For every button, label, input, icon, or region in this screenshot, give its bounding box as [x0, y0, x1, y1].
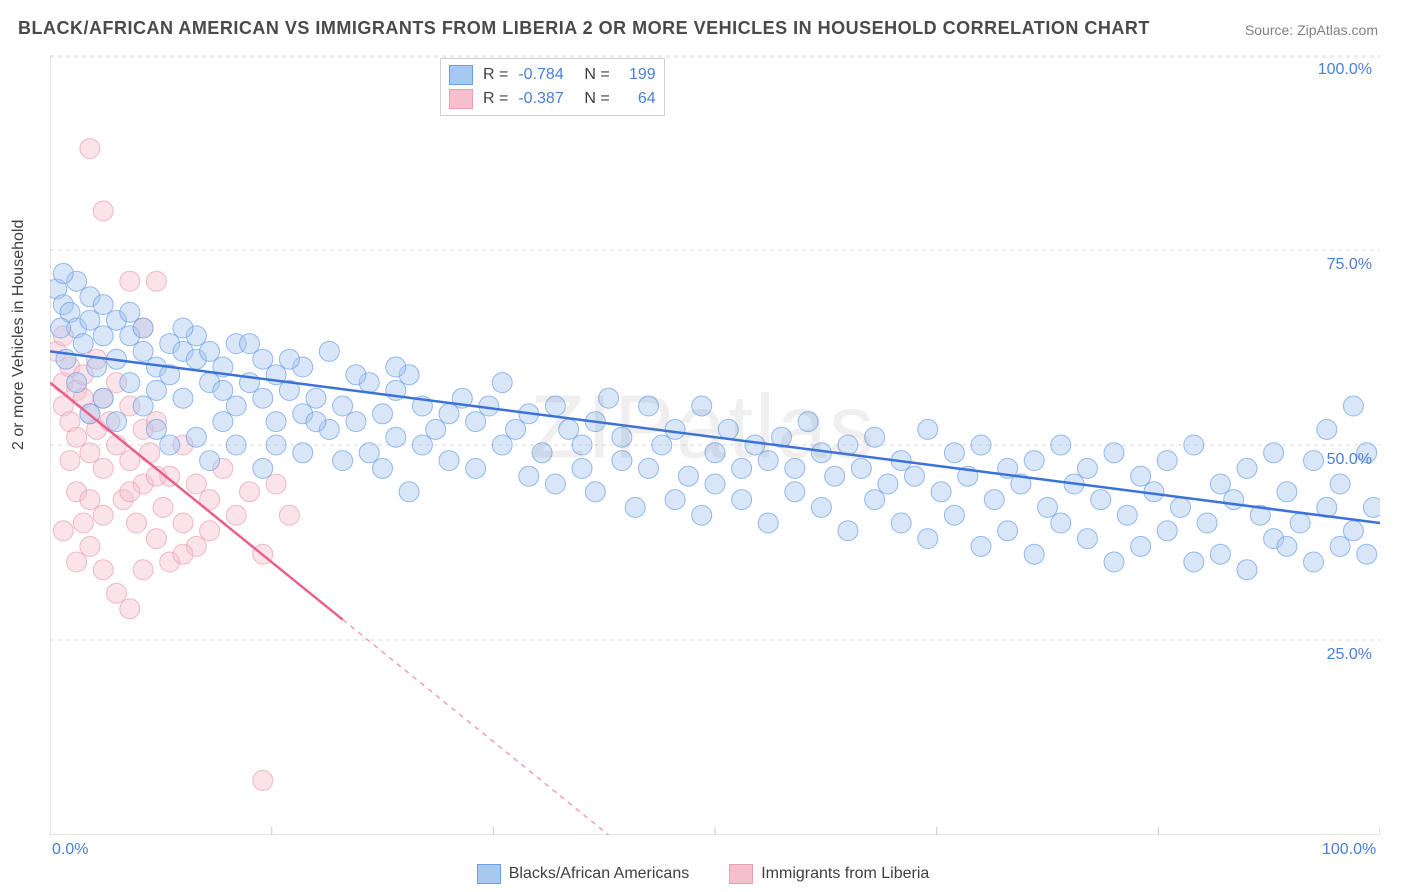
n-value: 199: [620, 66, 656, 84]
legend-row: R = -0.387 N = 64: [449, 87, 656, 111]
legend-label: Immigrants from Liberia: [761, 865, 929, 883]
legend-row: R = -0.784 N = 199: [449, 63, 656, 87]
legend-swatch: [729, 864, 753, 884]
x-tick-label: 0.0%: [52, 841, 88, 859]
chart-title: BLACK/AFRICAN AMERICAN VS IMMIGRANTS FRO…: [18, 18, 1150, 39]
correlation-legend: R = -0.784 N = 199 R = -0.387 N = 64: [440, 58, 665, 116]
r-label: R =: [483, 90, 508, 108]
legend-swatch: [477, 864, 501, 884]
scatter-plot: [50, 55, 1380, 835]
legend-label: Blacks/African Americans: [509, 865, 690, 883]
n-label: N =: [584, 90, 609, 108]
r-value: -0.387: [518, 90, 574, 108]
legend-swatch: [449, 65, 473, 85]
y-tick-label: 50.0%: [1302, 451, 1372, 469]
y-tick-label: 100.0%: [1302, 61, 1372, 79]
y-tick-label: 25.0%: [1302, 646, 1372, 664]
r-value: -0.784: [518, 66, 574, 84]
legend-item: Immigrants from Liberia: [729, 864, 929, 884]
n-label: N =: [584, 66, 609, 84]
source-label: Source: ZipAtlas.com: [1245, 22, 1378, 38]
y-axis-label: 2 or more Vehicles in Household: [10, 220, 28, 450]
y-tick-label: 75.0%: [1302, 256, 1372, 274]
r-label: R =: [483, 66, 508, 84]
legend-swatch: [449, 89, 473, 109]
x-tick-label: 100.0%: [1322, 841, 1376, 859]
n-value: 64: [620, 90, 656, 108]
legend-item: Blacks/African Americans: [477, 864, 690, 884]
series-legend: Blacks/African Americans Immigrants from …: [0, 864, 1406, 884]
